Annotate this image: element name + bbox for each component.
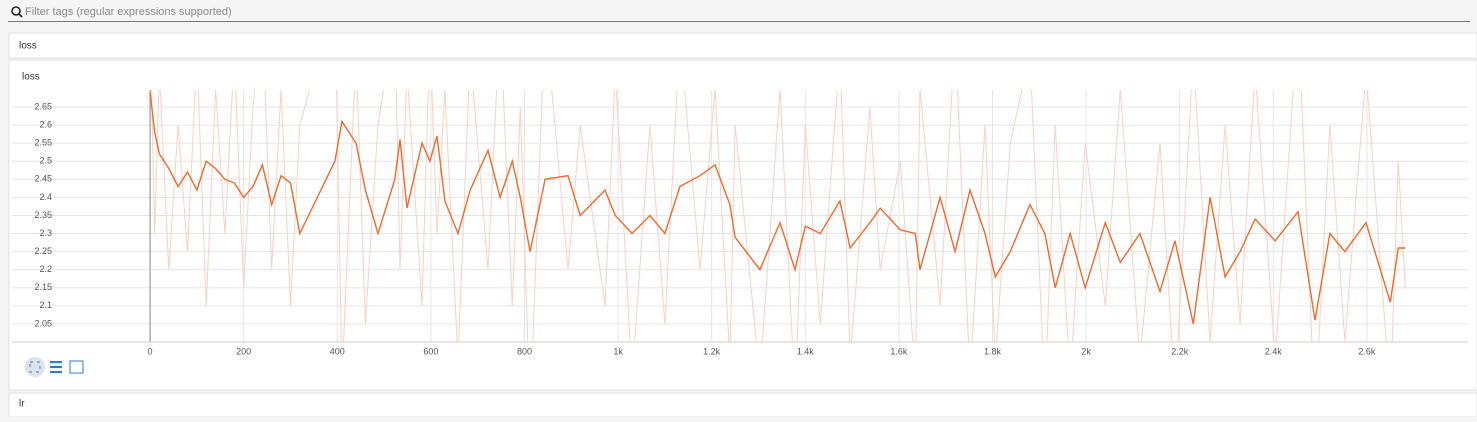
x-tick-label: 600 xyxy=(423,346,438,356)
x-tick-label: 2.2k xyxy=(1171,346,1189,356)
x-tick-label: 2k xyxy=(1081,346,1091,356)
y-tick-label: 2.25 xyxy=(34,246,52,256)
x-tick-label: 1.8k xyxy=(984,346,1002,356)
x-tick-label: 1k xyxy=(613,346,623,356)
section-title[interactable]: loss xyxy=(19,41,37,52)
y-tick-label: 2.5 xyxy=(39,156,52,166)
x-tick-label: 800 xyxy=(517,346,532,356)
search-icon xyxy=(11,6,21,16)
search-icon-handle xyxy=(18,13,23,18)
log-scale-button[interactable] xyxy=(50,361,62,373)
series-line xyxy=(149,92,1406,325)
y-tick-label: 2.4 xyxy=(39,192,52,202)
section-header[interactable] xyxy=(8,392,1477,418)
series-line xyxy=(151,90,1406,342)
fit-domain-button[interactable] xyxy=(69,360,84,374)
y-tick-label: 2.35 xyxy=(34,210,52,220)
x-tick-label: 2.4k xyxy=(1265,346,1283,356)
filter-bar[interactable] xyxy=(0,0,1477,22)
chart-title: loss xyxy=(22,72,40,83)
x-tick-label: 0 xyxy=(148,346,153,356)
y-tick-label: 2.45 xyxy=(34,174,52,184)
y-tick-label: 2.05 xyxy=(34,318,52,328)
fullscreen-icon xyxy=(29,361,41,373)
x-tick-label: 1.2k xyxy=(703,346,721,356)
filter-placeholder[interactable]: Filter tags (regular expressions support… xyxy=(25,6,232,18)
plot xyxy=(149,90,1406,342)
y-tick-label: 2.15 xyxy=(34,282,52,292)
x-tick-label: 1.6k xyxy=(890,346,908,356)
y-tick-label: 2.1 xyxy=(39,300,52,310)
y-tick-label: 2.6 xyxy=(39,119,52,129)
section-title[interactable]: lr xyxy=(19,399,25,410)
section-header[interactable] xyxy=(8,32,1477,59)
x-tick-label: 200 xyxy=(236,346,251,356)
y-tick-label: 2.55 xyxy=(34,138,52,148)
x-tick-label: 1.4k xyxy=(797,346,815,356)
y-tick-label: 2.3 xyxy=(39,228,52,238)
chart-card xyxy=(8,59,1477,391)
y-tick-label: 2.2 xyxy=(39,264,52,274)
y-tick-label: 2.65 xyxy=(34,101,52,111)
x-tick-label: 400 xyxy=(330,346,345,356)
x-tick-label: 2.6k xyxy=(1358,346,1376,356)
fullscreen-button[interactable] xyxy=(25,357,45,377)
